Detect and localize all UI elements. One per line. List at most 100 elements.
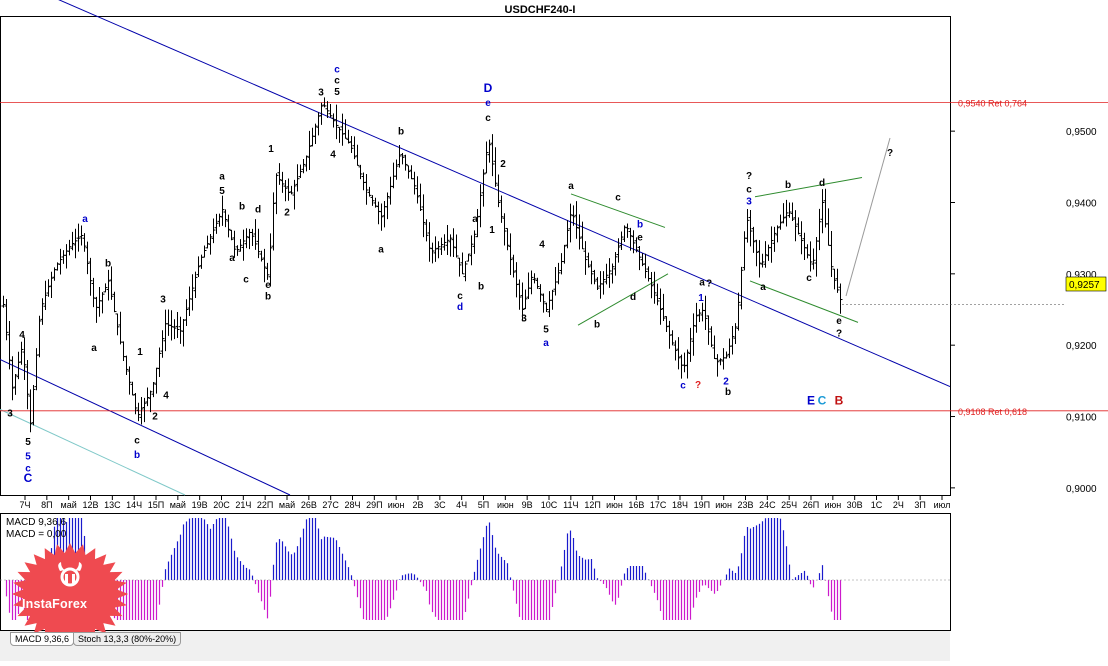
wave-label: D bbox=[484, 81, 493, 95]
price-bar bbox=[682, 352, 687, 373]
price-bar bbox=[301, 159, 306, 174]
wave-label: a bbox=[568, 181, 574, 192]
wave-label: a bbox=[378, 244, 384, 255]
price-bar bbox=[385, 192, 390, 220]
price-bar bbox=[118, 311, 123, 345]
price-bar bbox=[307, 130, 312, 170]
price-bar bbox=[133, 393, 138, 415]
price-bar bbox=[769, 226, 774, 263]
price-bar bbox=[304, 155, 309, 172]
price-bar bbox=[169, 310, 174, 341]
price-bar bbox=[46, 279, 51, 297]
price-bar bbox=[4, 299, 9, 341]
wave-label: b bbox=[239, 202, 245, 213]
price-bar bbox=[13, 373, 18, 395]
price-bar bbox=[799, 221, 804, 255]
date-tick-label: 7Ч bbox=[19, 500, 30, 510]
price-bar bbox=[811, 248, 816, 270]
wave-label: b bbox=[398, 127, 404, 138]
price-bar bbox=[733, 323, 738, 344]
macd-label: MACD 9,36,6 bbox=[6, 517, 66, 528]
price-bar bbox=[151, 381, 156, 398]
price-bar bbox=[529, 270, 534, 295]
price-bar bbox=[691, 313, 696, 356]
wave-label: ? bbox=[706, 279, 712, 290]
wave-label: b bbox=[594, 319, 600, 330]
wave-label: 4 bbox=[539, 239, 545, 250]
price-bar bbox=[325, 101, 330, 119]
wave-label: c bbox=[243, 274, 249, 285]
price-bar bbox=[772, 226, 777, 252]
wave-label: a bbox=[760, 282, 766, 293]
wave-label: 4 bbox=[330, 150, 336, 161]
price-bar bbox=[148, 390, 153, 413]
price-bar bbox=[532, 273, 537, 284]
price-bar bbox=[241, 229, 246, 261]
tab-macd[interactable]: MACD 9,36,6 bbox=[10, 632, 75, 646]
price-bar bbox=[313, 123, 318, 144]
date-tick-label: 2Ч bbox=[893, 500, 904, 510]
price-bar bbox=[178, 316, 183, 344]
price-bar bbox=[397, 145, 402, 168]
wave-label: 5 bbox=[25, 437, 31, 448]
price-bar bbox=[295, 164, 300, 192]
price-bar bbox=[187, 286, 192, 316]
price-bar bbox=[829, 230, 834, 278]
price-bar bbox=[226, 214, 231, 238]
price-bar bbox=[37, 315, 42, 358]
chart-title: USDCHF240-I bbox=[505, 4, 576, 16]
price-bar bbox=[259, 250, 264, 262]
price-bar bbox=[109, 266, 114, 300]
price-bar bbox=[622, 225, 627, 243]
price-bars bbox=[1, 97, 1066, 433]
date-tick-label: 13С bbox=[104, 500, 121, 510]
price-bar bbox=[223, 209, 228, 228]
price-bar bbox=[820, 189, 825, 234]
price-bar bbox=[466, 253, 471, 262]
price-bar bbox=[676, 337, 681, 370]
price-bar bbox=[826, 208, 831, 246]
price-bar bbox=[163, 309, 168, 352]
price-bar bbox=[130, 381, 135, 396]
wave-label: e bbox=[485, 98, 491, 109]
price-bar bbox=[364, 174, 369, 205]
wave-label: c bbox=[25, 463, 31, 474]
lower-trendline bbox=[0, 358, 291, 496]
forecast-line bbox=[845, 137, 891, 297]
date-tick-label: 8П bbox=[41, 500, 52, 510]
price-bar bbox=[55, 262, 60, 271]
current-price-badge bbox=[1065, 276, 1107, 292]
wave-label: ? bbox=[746, 171, 752, 182]
wave-label: 2 bbox=[723, 376, 729, 387]
price-bar bbox=[64, 244, 69, 269]
price-bar bbox=[634, 237, 639, 253]
price-bar bbox=[193, 271, 198, 298]
price-bar bbox=[160, 330, 165, 358]
price-bar bbox=[613, 251, 618, 276]
price-bar bbox=[598, 271, 603, 299]
price-bar bbox=[394, 159, 399, 180]
price-bar bbox=[334, 104, 339, 140]
price-bar bbox=[616, 238, 621, 263]
wave-label: c bbox=[806, 273, 812, 284]
date-tick-label: июн bbox=[388, 500, 405, 510]
price-bar bbox=[127, 366, 132, 395]
wave-label: b bbox=[785, 180, 791, 191]
wave-label: 3 bbox=[160, 294, 166, 305]
price-bar bbox=[688, 327, 693, 362]
price-bar bbox=[661, 293, 666, 321]
price-bar bbox=[544, 302, 549, 313]
triangle-boundary bbox=[754, 177, 863, 198]
wave-label: E bbox=[807, 393, 815, 407]
price-bar bbox=[586, 252, 591, 268]
wave-label: c bbox=[680, 381, 686, 392]
price-bar bbox=[607, 258, 612, 288]
price-bar bbox=[25, 359, 30, 410]
wave-label: c bbox=[457, 291, 463, 302]
wave-label: b bbox=[478, 282, 484, 293]
wave-label: 2 bbox=[152, 411, 158, 422]
price-bar bbox=[91, 277, 96, 308]
tab-stoch[interactable]: Stoch 13,3,3 (80%-20%) bbox=[73, 632, 182, 646]
price-bar bbox=[694, 302, 699, 333]
